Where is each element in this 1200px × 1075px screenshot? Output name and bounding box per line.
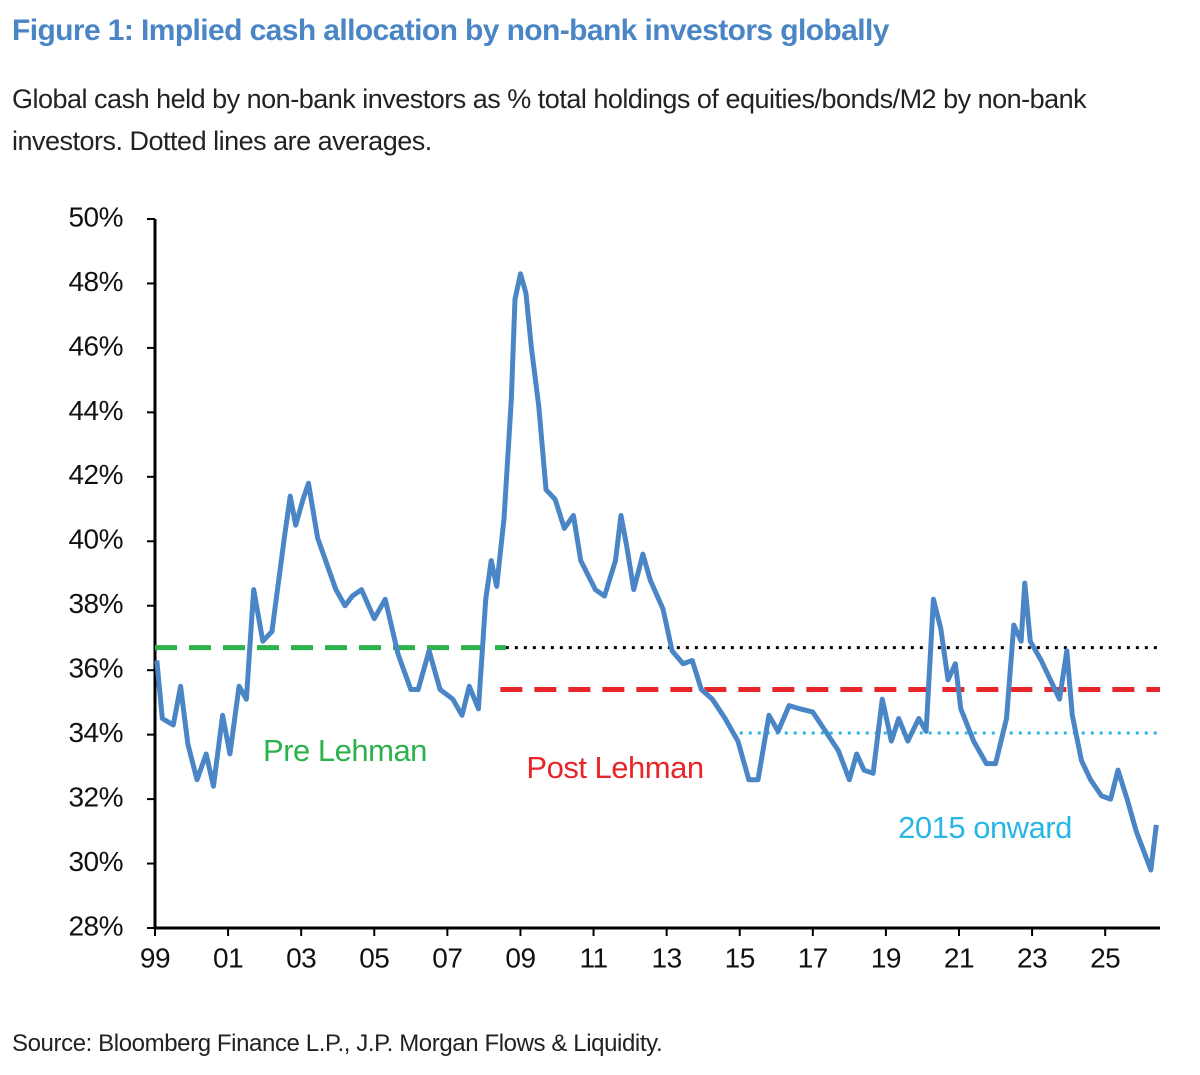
average-label: Post Lehman: [526, 750, 703, 785]
y-tick-label: 36%: [68, 653, 123, 684]
x-tick-label: 23: [1017, 942, 1047, 973]
y-tick-label: 28%: [68, 910, 123, 941]
x-tick-label: 13: [652, 942, 682, 973]
y-tick-label: 40%: [68, 524, 123, 555]
y-tick-label: 44%: [68, 395, 123, 426]
x-tick-label: 07: [432, 942, 462, 973]
x-tick-label: 17: [798, 942, 828, 973]
x-tick-label: 05: [359, 942, 389, 973]
y-tick-label: 42%: [68, 459, 123, 490]
x-tick-label: 15: [725, 942, 755, 973]
x-tick-label: 99: [140, 942, 170, 973]
chart-subtitle: Global cash held by non-bank investors a…: [12, 84, 1087, 156]
y-tick-label: 50%: [68, 201, 123, 232]
x-tick-label: 03: [286, 942, 316, 973]
y-tick-label: 30%: [68, 846, 123, 877]
data-line: [154, 271, 1159, 873]
source-note: Source: Bloomberg Finance L.P., J.P. Mor…: [12, 1030, 663, 1057]
y-tick-label: 46%: [68, 330, 123, 361]
y-tick-label: 38%: [68, 588, 123, 619]
x-tick-label: 11: [580, 942, 608, 973]
x-tick-label: 25: [1090, 942, 1120, 973]
x-tick-label: 21: [944, 942, 974, 973]
x-tick-label: 19: [871, 942, 901, 973]
average-label: Pre Lehman: [263, 733, 427, 768]
x-tick-label: 09: [505, 942, 535, 973]
chart-title: Figure 1: Implied cash allocation by non…: [12, 14, 889, 47]
y-tick-label: 48%: [68, 266, 123, 297]
average-label: 2015 onward: [898, 810, 1072, 845]
y-tick-label: 34%: [68, 717, 123, 748]
y-tick-label: 32%: [68, 781, 123, 812]
x-tick-label: 01: [213, 942, 243, 973]
